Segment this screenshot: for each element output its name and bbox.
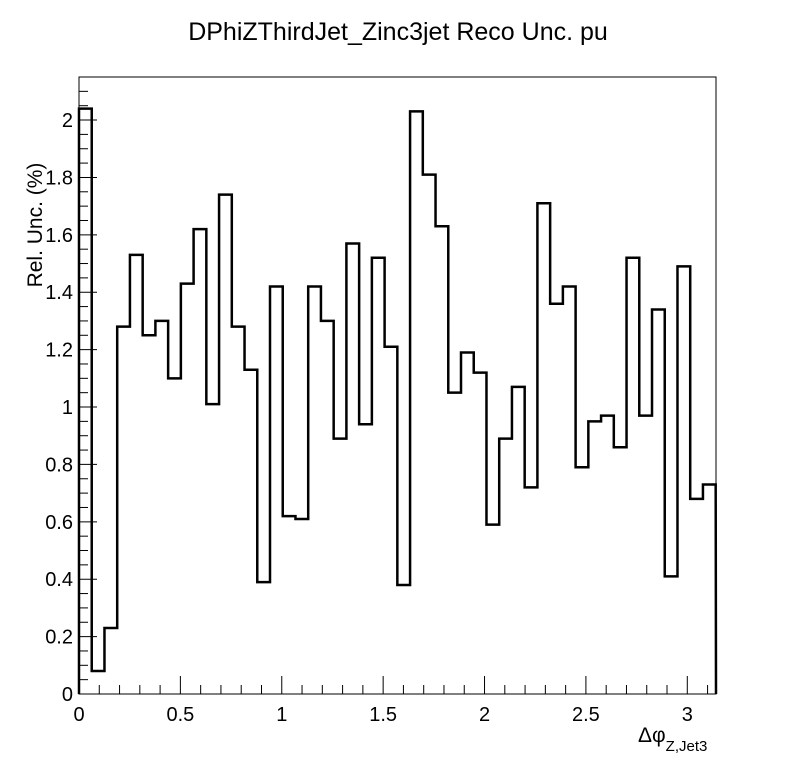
x-tick-label: 3 bbox=[682, 704, 693, 726]
axis-tick-labels: 0 0.5 1 1.5 2 2.5 3 0 0.2 0.4 0.6 0.8 1 1.2 1.4 1.6 1.8 2 bbox=[45, 110, 693, 726]
y-tick-label: 1 bbox=[62, 397, 73, 419]
y-tick-label: 2 bbox=[62, 110, 73, 132]
chart-title: DPhiZThirdJet_Zinc3jet Reco Unc. pu bbox=[188, 18, 608, 46]
x-tick-label: 0.5 bbox=[166, 704, 194, 726]
x-axis-label: ΔφZ,Jet3 bbox=[638, 724, 707, 755]
y-tick-label: 0 bbox=[62, 684, 73, 706]
x-tick-label: 1.5 bbox=[369, 704, 397, 726]
y-tick-label: 0.4 bbox=[45, 569, 73, 591]
x-axis-label-subscript: Z,Jet3 bbox=[666, 738, 708, 755]
y-tick-label: 1.4 bbox=[45, 282, 73, 304]
y-tick-label: 0.8 bbox=[45, 454, 73, 476]
y-tick-label: 1.6 bbox=[45, 225, 73, 247]
x-tick-label: 2 bbox=[479, 704, 490, 726]
y-axis-label: Rel. Unc. (%) bbox=[24, 163, 47, 288]
x-tick-label: 1 bbox=[276, 704, 287, 726]
x-tick-label: 0 bbox=[73, 704, 84, 726]
x-axis-label-main: Δφ bbox=[638, 724, 666, 747]
x-tick-label: 2.5 bbox=[572, 704, 600, 726]
histogram-line bbox=[77, 107, 718, 695]
y-tick-label: 0.2 bbox=[45, 627, 73, 649]
y-tick-label: 1.2 bbox=[45, 340, 73, 362]
y-tick-label: 1.8 bbox=[45, 167, 73, 189]
y-tick-label: 0.6 bbox=[45, 512, 73, 534]
